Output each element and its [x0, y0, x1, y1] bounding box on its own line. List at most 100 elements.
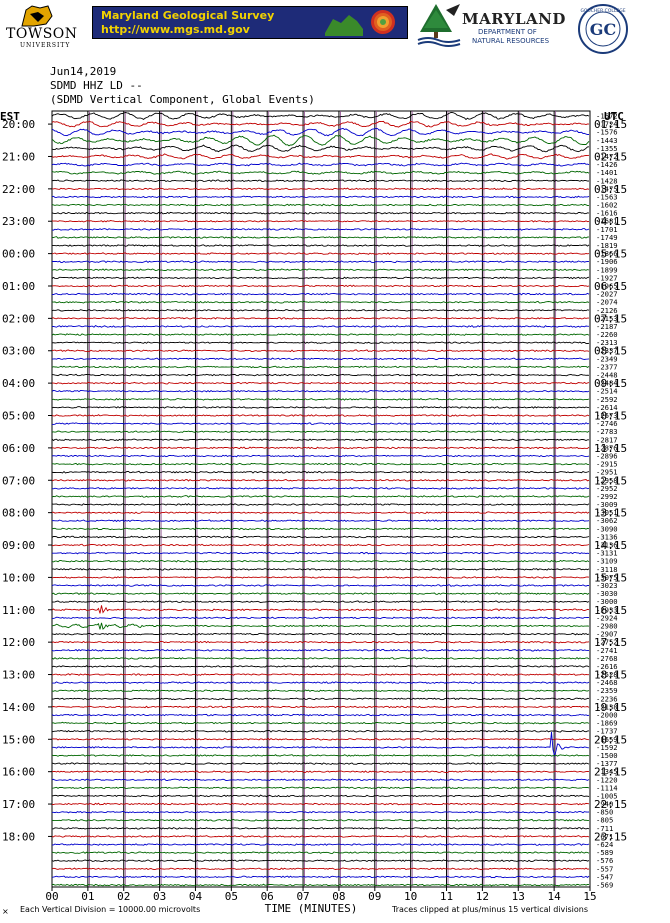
right-time-label: 12:15	[594, 474, 627, 487]
left-time-label: 08:00	[2, 507, 35, 520]
trace-offset-label: -2616	[596, 662, 618, 671]
left-time-label: 22:00	[2, 183, 35, 196]
trace-offset-label: -2260	[596, 330, 618, 339]
trace-offset-label: -576	[596, 856, 613, 865]
trace-offset-label: -3136	[596, 532, 618, 541]
seismic-trace	[51, 325, 590, 328]
trace-offset-label: -3136	[596, 541, 618, 550]
left-time-label: 21:00	[2, 150, 35, 163]
seismic-trace	[51, 422, 590, 425]
trace-offset-label: -1114	[596, 783, 618, 792]
seismic-trace	[51, 592, 590, 595]
seismic-trace	[51, 697, 590, 701]
seismic-trace	[51, 689, 590, 693]
trace-offset-label: -805	[596, 816, 613, 825]
trace-offset-label: -2153	[596, 314, 618, 323]
seismic-trace	[51, 721, 590, 725]
corner-mark: ×	[2, 907, 9, 916]
trace-offset-label: -1377	[596, 759, 618, 768]
x-tick-label: 08	[332, 890, 345, 903]
seismic-trace	[51, 203, 590, 207]
trace-offset-label: -557	[596, 864, 613, 873]
seismic-trace	[51, 713, 590, 717]
trace-offset-label: -1401	[596, 168, 618, 177]
seismic-trace	[51, 219, 590, 223]
seismic-trace	[51, 503, 590, 506]
seismic-trace	[51, 640, 590, 644]
trace-offset-label: -3023	[596, 581, 618, 590]
trace-offset-label: -2337	[596, 346, 618, 355]
right-time-label: 05:15	[594, 248, 627, 261]
trace-offset-label: -3051	[596, 508, 618, 517]
trace-offset-label: -2313	[596, 338, 618, 347]
seismic-trace	[51, 794, 590, 798]
right-time-label: 03:15	[594, 183, 627, 196]
trace-offset-label: -2896	[596, 451, 618, 460]
seismic-trace	[51, 605, 590, 614]
seismic-trace	[51, 300, 590, 304]
seismic-trace	[52, 462, 589, 466]
trace-offset-label: -2528	[596, 670, 618, 679]
trace-offset-label: -2915	[596, 460, 618, 469]
seismic-trace	[51, 170, 590, 175]
towson-subtitle: UNIVERSITY	[20, 42, 71, 49]
trace-offset-label: -2074	[596, 298, 618, 307]
x-tick-label: 15	[583, 890, 596, 903]
trace-offset-label: -2783	[596, 427, 618, 436]
left-time-label: 06:00	[2, 442, 35, 455]
right-time-label: 02:15	[594, 150, 627, 163]
seismic-trace	[51, 195, 590, 199]
seismic-trace	[51, 134, 590, 147]
seismic-trace	[51, 244, 590, 247]
left-time-label: 00:00	[2, 248, 35, 261]
trace-offset-label: -1965	[596, 281, 618, 290]
seismic-trace	[51, 632, 590, 636]
trace-offset-label: -1659	[596, 735, 618, 744]
right-time-label: 22:15	[594, 798, 627, 811]
seismic-trace	[51, 144, 590, 153]
left-time-label: 20:00	[2, 118, 35, 131]
trace-offset-label: -2448	[596, 371, 618, 380]
trace-offset-label: -1602	[596, 201, 618, 210]
mgs-banner[interactable]: Maryland Geological Survey http://www.mg…	[92, 6, 408, 39]
left-time-label: 11:00	[2, 604, 35, 617]
x-tick-label: 09	[368, 890, 381, 903]
trace-offset-label: -2027	[596, 290, 618, 299]
seismic-trace	[51, 284, 590, 288]
trace-offset-label: -1576	[596, 128, 618, 137]
trace-offset-label: -3000	[596, 597, 618, 606]
maryland-dnr-logo: MARYLAND DEPARTMENT OF NATURAL RESOURCES	[416, 2, 576, 50]
right-zone-label: UTC	[604, 110, 624, 123]
trace-offset-label: -1472	[596, 152, 618, 161]
seismic-trace	[51, 308, 590, 312]
seismic-trace	[51, 859, 590, 863]
seismic-trace	[51, 341, 590, 344]
left-time-label: 03:00	[2, 345, 35, 358]
trace-offset-label: -1724	[596, 120, 618, 129]
trace-offset-label: -2468	[596, 678, 618, 687]
seismic-trace	[51, 357, 590, 361]
mgs-url[interactable]: http://www.mgs.md.gov	[101, 23, 250, 36]
seismic-trace	[52, 236, 590, 239]
trace-offset-label: -2673	[596, 411, 618, 420]
trace-offset-label: -3030	[596, 589, 618, 598]
trace-offset-label: -1426	[596, 160, 618, 169]
trace-offset-label: -2746	[596, 419, 618, 428]
trace-offset-label: -2187	[596, 322, 618, 331]
trace-offset-label: -1345	[596, 767, 618, 776]
right-time-label: 21:15	[594, 766, 627, 779]
trace-offset-label: -2592	[596, 395, 618, 404]
seismic-trace	[51, 535, 590, 539]
seismic-trace	[52, 810, 590, 814]
seismic-trace	[51, 883, 590, 887]
towson-tiger-icon	[21, 5, 53, 27]
trace-offset-label: -1681	[596, 217, 618, 226]
trace-offset-label: -547	[596, 872, 613, 881]
x-tick-label: 12	[476, 890, 489, 903]
maryland-map-icon	[323, 9, 405, 36]
trace-offset-label: -2952	[596, 484, 618, 493]
seismic-trace	[51, 543, 590, 547]
seismic-trace	[51, 665, 590, 668]
seismic-trace	[51, 656, 590, 660]
trace-offset-label: -569	[596, 881, 613, 890]
